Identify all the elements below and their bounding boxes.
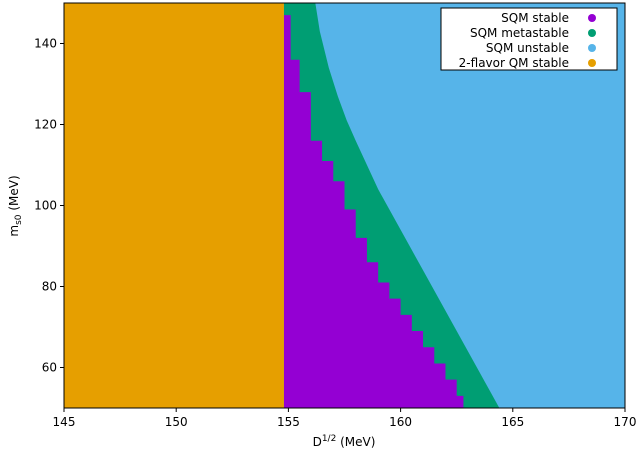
y-tick-label: 100: [34, 199, 57, 213]
y-axis-label-main: m: [7, 225, 21, 237]
x-axis-label-unit: (MeV): [336, 435, 375, 449]
legend-entry-marker: [588, 59, 596, 67]
region-2-flavor-qm-stable: [64, 3, 284, 408]
x-tick-label: 145: [53, 415, 76, 429]
legend-box: [440, 7, 618, 71]
x-axis-label-main: D: [313, 435, 322, 449]
x-axis-label-sup: 1/2: [322, 434, 336, 444]
y-tick-label: 120: [34, 118, 57, 132]
legend-entry-marker: [588, 29, 596, 37]
y-axis: 60 80 100 120 140: [34, 37, 64, 375]
x-tick-label: 150: [165, 415, 188, 429]
legend-entry-label: SQM stable: [501, 11, 569, 25]
legend-entry-label: 2-flavor QM stable: [459, 56, 569, 70]
x-tick-label: 160: [389, 415, 412, 429]
y-axis-label-sub: s0: [14, 214, 24, 225]
y-axis-label-unit: (MeV): [7, 175, 21, 214]
y-axis-label: ms0 (MeV): [7, 175, 24, 236]
x-tick-label: 170: [614, 415, 637, 429]
x-tick-label: 165: [501, 415, 524, 429]
x-axis-label: D1/2 (MeV): [313, 434, 376, 449]
legend-entry-marker: [588, 44, 596, 52]
legend-entry-label: SQM unstable: [486, 41, 569, 55]
x-tick-label: 155: [277, 415, 300, 429]
legend-entry-marker: [588, 14, 596, 22]
y-tick-label: 60: [42, 361, 57, 375]
y-tick-label: 140: [34, 37, 57, 51]
legend-entry-label: SQM metastable: [470, 26, 569, 40]
x-axis: 145 150 155 160 165 170: [53, 408, 637, 429]
region-sqm-stable: [283, 3, 464, 408]
y-tick-label: 80: [42, 280, 57, 294]
